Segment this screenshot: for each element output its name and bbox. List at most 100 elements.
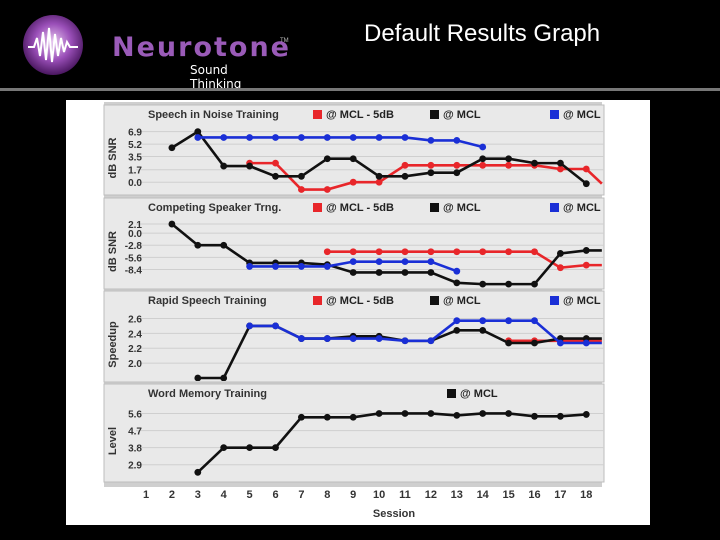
series-1-black — [168, 128, 590, 188]
data-point-3-blue-8 — [323, 335, 331, 342]
results-chart: Speech in Noise Training @ MCL - 5dB @ MCL… — [103, 102, 605, 520]
data-point-1-blue-13 — [453, 137, 461, 144]
data-point-1-blue-14 — [479, 143, 487, 151]
data-point-2-blue-7 — [298, 263, 305, 270]
data-point-2-black-2 — [168, 220, 176, 228]
x-tick-label-9: 9 — [350, 489, 356, 501]
y-tick-label-2-1: 2.1 — [128, 220, 142, 231]
series-2-red — [323, 248, 602, 272]
y-tick-label-4-2: 4.7 — [128, 427, 142, 438]
data-point-1-red-6 — [272, 159, 279, 167]
y-tick-label-3-2: 2.4 — [128, 329, 142, 340]
data-point-2-red-11 — [401, 248, 409, 256]
x-tick-label-2: 2 — [169, 489, 175, 501]
data-point-2-blue-13 — [453, 267, 461, 275]
panel-title-2: Competing Speaker Trng. — [148, 202, 281, 214]
x-axis-label: Session — [373, 508, 415, 520]
data-point-1-red-14 — [479, 161, 487, 169]
data-point-4-black-8 — [323, 413, 331, 421]
data-point-1-black-7 — [298, 172, 305, 180]
data-point-1-black-13 — [453, 169, 461, 177]
y-tick-label-1-3: 3.5 — [128, 153, 142, 164]
x-tick-label-6: 6 — [272, 489, 278, 501]
y-axis-label-2: dB SNR — [107, 231, 119, 272]
data-point-2-black-17 — [557, 250, 564, 257]
data-point-3-blue-9 — [349, 335, 357, 342]
y-tick-label-2-2: 0.0 — [128, 229, 142, 240]
data-point-1-black-8 — [323, 155, 331, 163]
data-point-1-black-18 — [582, 180, 590, 188]
data-point-4-black-6 — [272, 444, 279, 452]
y-axis-label-4: Level — [107, 427, 119, 455]
data-point-4-black-16 — [531, 412, 538, 420]
data-point-2-black-3 — [194, 241, 202, 249]
data-point-3-blue-15 — [505, 317, 512, 325]
brand-tagline: Sound Thinking — [190, 63, 242, 91]
data-point-4-black-10 — [375, 410, 383, 417]
data-point-4-black-5 — [246, 444, 254, 452]
series-1-red — [246, 159, 603, 193]
data-point-4-black-3 — [194, 468, 202, 476]
y-tick-label-4-1: 5.6 — [128, 409, 142, 420]
page-title: Default Results Graph — [364, 20, 601, 47]
x-tick-label-1: 1 — [143, 489, 149, 501]
legend-swatch-2-3 — [550, 203, 559, 212]
x-tick-label-11: 11 — [399, 489, 411, 501]
data-point-1-blue-10 — [375, 134, 383, 141]
legend-label-1-1: @ MCL - 5dB — [326, 109, 394, 121]
y-tick-label-2-3: -2.8 — [125, 241, 143, 252]
legend-swatch-4-1 — [447, 389, 456, 398]
data-point-1-red-9 — [349, 178, 357, 186]
x-tick-label-10: 10 — [373, 489, 385, 501]
brain-wave-icon — [23, 15, 83, 75]
data-point-1-black-5 — [246, 162, 254, 170]
panel-title-3: Rapid Speech Training — [148, 295, 267, 307]
data-point-3-blue-5 — [246, 322, 254, 330]
y-tick-label-2-4: -5.6 — [125, 253, 143, 264]
data-point-3-black-13 — [453, 326, 461, 334]
data-point-2-blue-12 — [427, 258, 435, 266]
data-point-3-black-3 — [194, 374, 202, 381]
data-point-1-red-13 — [453, 161, 461, 169]
data-point-4-black-15 — [505, 410, 512, 417]
y-tick-label-2-5: -8.4 — [125, 265, 143, 276]
data-point-1-black-15 — [505, 155, 512, 163]
data-point-4-black-4 — [220, 444, 228, 452]
data-point-2-blue-8 — [323, 263, 331, 270]
data-point-3-black-4 — [220, 374, 228, 381]
data-point-1-black-17 — [557, 159, 564, 167]
data-point-1-black-3 — [194, 128, 202, 135]
data-point-2-red-15 — [505, 248, 512, 256]
brand-name: Neurotone — [112, 32, 291, 63]
data-point-3-blue-6 — [272, 322, 279, 330]
y-tick-label-1-1: 6.9 — [128, 128, 142, 139]
x-tick-label-8: 8 — [324, 489, 330, 501]
data-point-3-blue-10 — [375, 335, 383, 342]
data-point-3-black-14 — [479, 326, 487, 334]
series-2-black — [168, 220, 602, 288]
legend-label-2-2: @ MCL — [443, 202, 481, 214]
data-point-1-black-9 — [349, 155, 357, 163]
panel-bg-4 — [103, 383, 605, 483]
panel-title-4: Word Memory Training — [148, 388, 267, 400]
data-point-1-blue-8 — [323, 134, 331, 141]
data-point-1-blue-12 — [427, 137, 435, 144]
y-axis-label-1: dB SNR — [107, 137, 119, 178]
data-point-4-black-11 — [401, 410, 409, 417]
data-point-2-red-8 — [323, 248, 331, 256]
data-point-1-red-11 — [401, 161, 409, 169]
data-point-2-black-15 — [505, 280, 512, 288]
y-axis-label-3: Speedup — [107, 321, 119, 368]
data-point-3-blue-14 — [479, 317, 487, 325]
data-point-1-black-10 — [375, 172, 383, 180]
data-point-2-black-11 — [401, 269, 409, 276]
data-point-3-blue-16 — [531, 317, 538, 325]
legend-label-3-3: @ MCL — [563, 295, 601, 307]
data-point-3-blue-18 — [582, 339, 590, 347]
y-tick-label-4-4: 2.9 — [128, 461, 142, 472]
data-point-2-black-18 — [582, 247, 590, 254]
header-divider — [0, 88, 720, 91]
data-point-2-red-18 — [582, 261, 590, 269]
data-point-2-black-12 — [427, 269, 435, 276]
x-tick-label-18: 18 — [580, 489, 592, 501]
